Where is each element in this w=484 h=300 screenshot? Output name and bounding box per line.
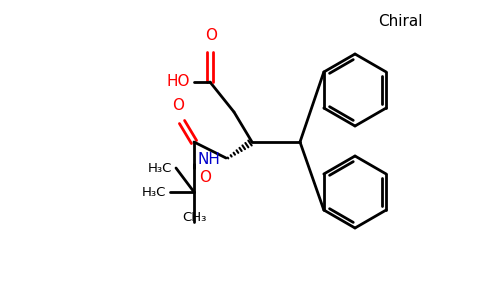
Text: O: O [199, 170, 211, 185]
Text: HO: HO [166, 74, 190, 89]
Text: H₃C: H₃C [148, 161, 172, 175]
Text: Chiral: Chiral [378, 14, 422, 29]
Text: O: O [205, 28, 217, 43]
Text: NH: NH [197, 152, 220, 166]
Text: CH₃: CH₃ [182, 211, 206, 224]
Text: O: O [172, 98, 184, 113]
Text: H₃C: H₃C [142, 185, 166, 199]
